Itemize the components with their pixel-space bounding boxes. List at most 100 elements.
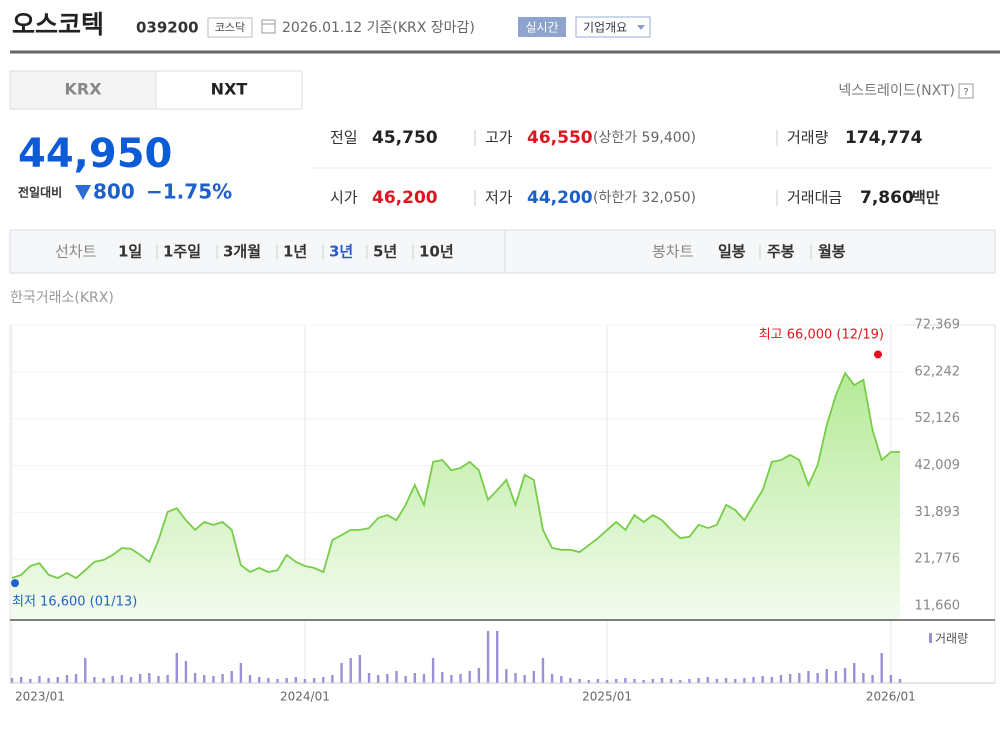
volume-bar (212, 676, 215, 683)
volume-bar (651, 679, 655, 683)
volume-bar (798, 673, 801, 683)
price-line (11, 371, 901, 580)
volume-bar (129, 677, 133, 683)
volume-bar (770, 677, 774, 683)
volume-bar (102, 678, 105, 683)
volume-bar (459, 674, 462, 683)
volume-bar (285, 678, 288, 683)
volume-bar (624, 678, 627, 683)
volume-bar (148, 673, 151, 683)
stock-code: 039200 (136, 19, 199, 37)
base-date: 2026.01.12 기준(KRX 장마감) (282, 20, 475, 36)
dropdown-arrow (637, 25, 645, 30)
volume-bar (825, 669, 828, 683)
period-tab[interactable]: 5년 (373, 243, 397, 261)
volume-bar (111, 676, 114, 683)
volume-bar (257, 677, 261, 683)
volume-bar (367, 673, 371, 683)
volume-bar (752, 677, 755, 683)
volume-bar (138, 674, 142, 683)
volume-bar (184, 661, 188, 683)
volume-bar (166, 675, 169, 683)
volume-bar (267, 678, 270, 683)
volume-bar (505, 669, 508, 683)
volume-bar (65, 675, 69, 683)
y-tick-label: 31,893 (915, 505, 961, 520)
volume-bar (221, 674, 224, 683)
volume-bar (303, 679, 307, 683)
volume-bar (422, 674, 426, 683)
x-tick-label: 2024/01 (280, 690, 330, 704)
period-tab[interactable]: 10년 (419, 243, 454, 261)
realtime-label[interactable]: 실시간 (525, 21, 558, 35)
current-price: 44,950 (18, 131, 172, 177)
volume-bar (724, 678, 728, 683)
volume-bar (550, 674, 554, 683)
volume-bar (386, 674, 389, 683)
volume-bar (203, 675, 206, 683)
volume-bar (349, 658, 352, 683)
volume-bar (605, 680, 609, 683)
volume-bar (871, 675, 874, 683)
volume-bar (898, 679, 902, 683)
volume-bar (880, 653, 883, 683)
y-tick-label: 21,776 (915, 552, 961, 567)
volume-bar (834, 671, 838, 683)
tab-krx[interactable] (9, 70, 157, 110)
volume-bar (413, 673, 417, 683)
y-tick-label: 42,009 (915, 458, 961, 473)
volume-bar (688, 679, 691, 683)
volume-bar (175, 653, 178, 683)
price-chart: 11,660 21,776 31,893 42,009 52,126 62,242 72,3… (10, 318, 968, 704)
volume-bar (276, 679, 279, 683)
period-tab[interactable]: 3년 (329, 243, 353, 261)
volume-bar (486, 631, 490, 683)
tab-label[interactable]: NXT (211, 80, 248, 99)
high-marker (874, 350, 882, 359)
volume-bar (468, 671, 471, 683)
chart-tab-items: 1일 1주일 3개월 1년 3년 5년 10년 일봉 주봉 월봉 (118, 243, 846, 261)
volume-bar (889, 675, 893, 683)
help-icon[interactable] (958, 83, 974, 99)
help-mark[interactable]: ? (963, 87, 968, 98)
tab-nxt[interactable] (155, 70, 303, 110)
tab-label[interactable]: KRX (64, 80, 102, 99)
volume-bar (10, 678, 14, 683)
volume-bar (715, 679, 719, 683)
volume-bar (862, 673, 865, 683)
overview-label[interactable]: 기업개요 (583, 21, 627, 35)
candle-tab[interactable]: 일봉 (718, 243, 746, 261)
line-chart-label: 선차트 (55, 243, 97, 261)
volume-bar (74, 674, 78, 683)
volume-bar (19, 677, 23, 683)
volume-bar (816, 673, 819, 683)
volume-bar (569, 678, 572, 683)
realtime-button[interactable] (518, 17, 566, 37)
candle-tab[interactable]: 주봉 (767, 243, 795, 261)
volume-bar (477, 668, 481, 683)
volume-bar (807, 671, 810, 683)
candle-tab[interactable]: 월봉 (818, 243, 846, 261)
change-label: 전일대비 (18, 185, 62, 200)
low-label: 최저 16,600 (01/13) (12, 595, 137, 610)
stat-value: 174,774 (845, 128, 923, 148)
x-tick-label: 2023/01 (15, 690, 65, 704)
volume-bar (660, 678, 664, 683)
nxt-link[interactable]: 넥스트레이드(NXT) (838, 83, 955, 99)
stat-value: 45,750 (372, 128, 438, 148)
volume-bar (853, 663, 856, 683)
high-label: 최고 66,000 (12/19) (759, 328, 884, 343)
y-tick-label: 62,242 (915, 364, 961, 379)
period-tab[interactable]: 1일 (118, 243, 142, 261)
volume-bar (633, 679, 636, 683)
period-tab[interactable]: 3개월 (223, 243, 261, 261)
change-value: 800 (93, 180, 135, 204)
volume-bar (642, 680, 645, 683)
volume-bar (560, 676, 563, 683)
stat-value: 46,200 (372, 188, 438, 208)
period-tab[interactable]: 1주일 (163, 243, 201, 261)
volume-bar (532, 671, 536, 683)
period-tab[interactable]: 1년 (283, 243, 307, 261)
volume-bar (331, 675, 334, 683)
overview-button[interactable] (575, 16, 651, 38)
